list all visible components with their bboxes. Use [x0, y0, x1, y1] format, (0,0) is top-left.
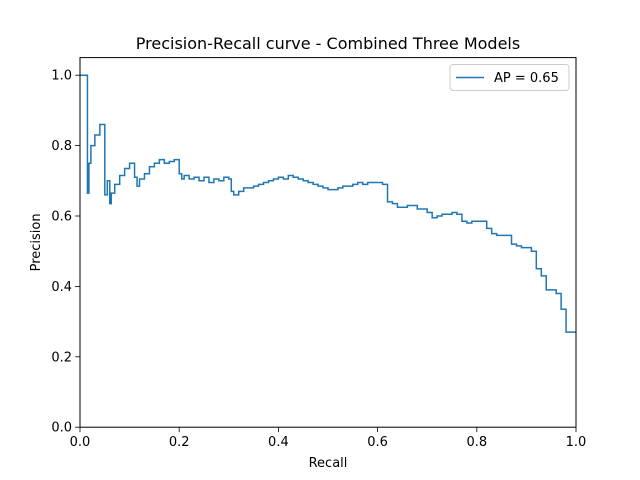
- plot-area: [80, 57, 576, 428]
- y-tick-label: 0.8: [51, 139, 72, 154]
- x-tick-label: 0.6: [367, 435, 388, 450]
- y-tick-label: 1.0: [51, 69, 72, 84]
- y-tick-label: 0.2: [51, 350, 72, 365]
- y-tick-label: 0.4: [51, 280, 72, 295]
- x-tick-label: 0.2: [169, 435, 190, 450]
- series-layer: [80, 74, 576, 333]
- legend-box: [449, 64, 570, 91]
- x-tick-label: 0.4: [268, 435, 289, 450]
- x-tick-label: 0.8: [466, 435, 487, 450]
- series-line-0: [80, 74, 576, 333]
- legend: AP = 0.65: [449, 64, 570, 91]
- y-axis-label: Precision: [29, 213, 44, 271]
- legend-entry: AP = 0.65: [494, 71, 559, 86]
- axes-frame: [79, 57, 577, 428]
- x-tick-label: 0.0: [70, 435, 91, 450]
- x-axis-label: Recall: [309, 456, 348, 471]
- y-axis-ticks: 0.0 0.2 0.4 0.6 0.8 1.0: [51, 69, 80, 436]
- y-tick-label: 0.6: [51, 210, 72, 225]
- x-tick-label: 1.0: [566, 435, 587, 450]
- chart-title: Precision-Recall curve - Combined Three …: [136, 34, 520, 53]
- y-tick-label: 0.0: [51, 421, 72, 436]
- x-axis-ticks: 0.0 0.2 0.4 0.6 0.8 1.0: [70, 427, 587, 450]
